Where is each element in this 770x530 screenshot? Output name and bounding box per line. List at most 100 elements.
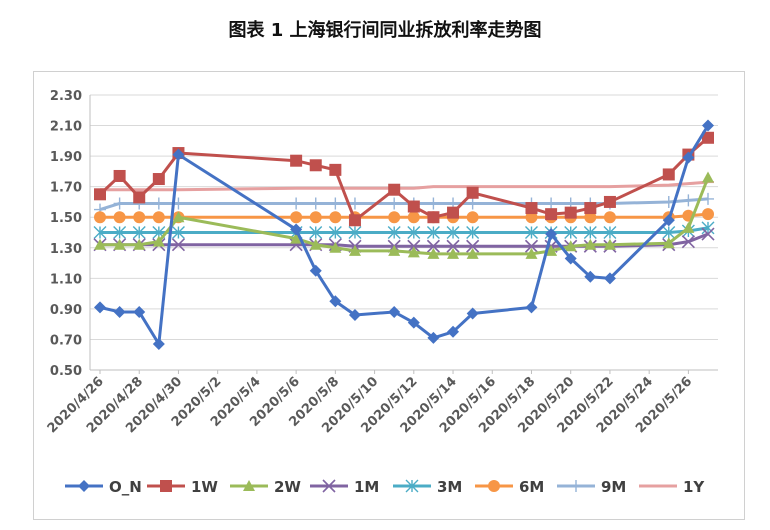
data-point <box>701 227 715 241</box>
legend-marker <box>488 480 500 492</box>
data-point <box>113 169 126 182</box>
data-point <box>447 325 460 338</box>
legend-marker <box>322 479 336 493</box>
data-point <box>426 239 440 253</box>
data-point <box>525 247 538 259</box>
data-point <box>348 309 361 321</box>
data-point <box>525 301 538 314</box>
data-point <box>564 252 577 265</box>
data-point <box>152 338 165 351</box>
legend-marker <box>78 480 90 492</box>
data-point <box>702 192 714 205</box>
data-point <box>466 211 479 224</box>
legend-marker <box>243 480 255 491</box>
y-tick-label: 0.70 <box>50 333 82 348</box>
data-point <box>172 211 185 223</box>
data-point <box>564 240 577 252</box>
legend-marker <box>570 480 582 492</box>
data-point <box>388 244 401 256</box>
series-1w <box>94 131 714 227</box>
data-point <box>466 239 480 253</box>
legend-label: 9M <box>601 478 626 496</box>
data-point <box>93 226 107 239</box>
series-line <box>99 124 710 346</box>
legend-marker <box>160 480 172 492</box>
data-point <box>446 226 460 239</box>
data-point <box>682 151 695 164</box>
legend-item: 6M <box>475 478 544 496</box>
data-point <box>584 238 597 250</box>
series-1y <box>94 180 714 192</box>
data-point <box>427 331 440 344</box>
data-point <box>662 237 675 249</box>
data-point <box>447 206 460 219</box>
y-tick-label: 2.10 <box>50 120 82 135</box>
data-point <box>348 244 361 256</box>
data-point <box>309 211 322 224</box>
data-point <box>133 305 146 318</box>
data-point <box>524 226 538 239</box>
data-point <box>466 186 479 199</box>
data-point <box>94 211 106 224</box>
series-6m <box>94 208 714 224</box>
y-tick-label: 0.50 <box>50 364 82 379</box>
data-point <box>328 226 342 239</box>
axes: 2.30 2.10 1.90 1.70 1.50 1.30 1.10 0.90 0.70 0.50… <box>45 89 718 436</box>
data-point <box>290 211 303 224</box>
data-point <box>94 188 106 201</box>
chart-title: 图表 1 上海银行间同业拆放利率走势图 <box>228 20 542 41</box>
data-point <box>171 238 186 252</box>
data-point <box>133 191 146 204</box>
data-point <box>309 238 322 250</box>
data-point <box>309 159 322 172</box>
data-point <box>290 154 303 167</box>
data-point <box>388 197 401 210</box>
data-point <box>329 295 342 308</box>
legend-item: 1Y <box>639 478 705 496</box>
data-point <box>113 305 126 318</box>
data-point <box>427 211 440 224</box>
data-point <box>113 238 126 250</box>
legend-label: 2W <box>274 478 301 496</box>
data-point <box>426 226 440 239</box>
data-point <box>583 226 597 239</box>
data-point <box>564 226 578 239</box>
data-point <box>603 195 616 208</box>
data-point <box>407 211 420 224</box>
data-point <box>152 211 165 224</box>
y-tick-label: 1.50 <box>50 211 82 226</box>
data-point <box>427 197 440 210</box>
legend-item: O_N <box>65 478 142 496</box>
data-point <box>290 223 303 236</box>
y-tick-label: 1.90 <box>50 150 82 165</box>
data-point <box>309 264 322 277</box>
data-point <box>152 235 165 247</box>
data-point <box>290 232 303 244</box>
series-line <box>98 136 709 222</box>
data-point <box>545 228 558 241</box>
series-line <box>100 180 709 192</box>
data-point <box>94 238 106 250</box>
data-point <box>525 202 538 215</box>
y-tick-label: 1.10 <box>50 272 82 287</box>
series-line <box>100 176 710 256</box>
data-point <box>702 208 714 221</box>
series-line <box>100 212 709 219</box>
legend-label: 1Y <box>683 478 705 496</box>
data-point <box>407 200 420 213</box>
data-point <box>407 226 421 239</box>
legend-item: 9M <box>557 478 626 496</box>
data-point <box>603 211 616 224</box>
data-point <box>525 211 538 224</box>
series-lines <box>93 119 715 351</box>
data-point <box>407 239 421 253</box>
legend-marker <box>405 479 419 493</box>
legend-item: 1W <box>147 478 218 496</box>
data-point <box>662 226 676 239</box>
data-point <box>702 119 714 132</box>
data-point <box>348 226 362 239</box>
legend-item: 1M <box>310 478 379 496</box>
legend-label: 1M <box>354 478 379 496</box>
data-point <box>113 211 126 224</box>
data-point <box>329 163 342 176</box>
